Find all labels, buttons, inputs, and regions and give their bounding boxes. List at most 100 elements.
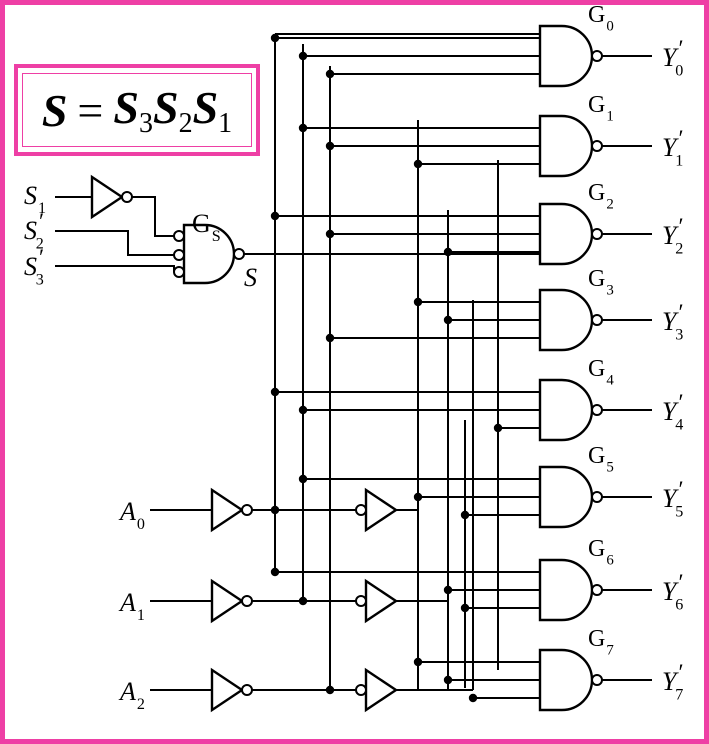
formula-equals: = [77, 84, 104, 136]
output-label-y3: Y′ 3 [662, 300, 684, 344]
gate-g6 [538, 558, 603, 622]
output-bubble [241, 684, 253, 696]
output-label-y0: Y′ 0 [662, 36, 684, 80]
gate-g7 [538, 648, 603, 712]
junction-dot [443, 585, 453, 595]
gate-name-g2: G2 [588, 180, 614, 212]
formula-box: S = S3 S2 S1 [14, 64, 260, 156]
address-label-2: A2 [118, 677, 145, 713]
address-label-0: A0 [118, 497, 145, 533]
formula-lhs: S [41, 84, 68, 136]
junction-dot [270, 33, 280, 43]
junction-dot [325, 229, 335, 239]
junction-dot [298, 123, 308, 133]
output-bubble [591, 140, 603, 152]
junction-dot [270, 387, 280, 397]
junction-dot [413, 159, 423, 169]
junction-dot [298, 596, 308, 606]
output-bubble [591, 491, 603, 503]
formula-term-s3: S3 [113, 81, 153, 139]
output-bubble [591, 228, 603, 240]
wire-layer [55, 33, 652, 699]
junction-dot [443, 315, 453, 325]
buffer-body [210, 667, 245, 713]
nand-body [538, 558, 594, 622]
gate-name-g7: G7 [588, 626, 614, 658]
junction-dot [413, 297, 423, 307]
gs-label: GS [192, 209, 221, 245]
address-buffer-0 [355, 487, 399, 533]
gate-g5 [538, 465, 603, 529]
input-bubble [355, 595, 367, 607]
gate-name-g6: G6 [588, 536, 614, 568]
gate-layer [90, 24, 603, 713]
output-bubble [121, 191, 133, 203]
output-bubble [591, 674, 603, 686]
gs-input-bubble-2 [173, 249, 185, 261]
gate-g1 [538, 114, 603, 178]
gs-input-bubble-3 [173, 266, 185, 278]
buffer-body [210, 578, 245, 624]
junction-dot [325, 333, 335, 343]
junction-dot [443, 247, 453, 257]
junction-dot [460, 603, 470, 613]
output-bubble [591, 50, 603, 62]
junction-dot [270, 505, 280, 515]
enable-formula: S = S3 S2 S1 [22, 73, 252, 147]
output-bubble [241, 595, 253, 607]
buffer-body [210, 487, 245, 533]
address-inverter-1 [210, 578, 253, 624]
nand-body [538, 202, 594, 266]
enable-input-label-0: S1 [24, 181, 46, 217]
output-bubble [233, 248, 245, 260]
output-label-y1: Y′ 1 [662, 126, 684, 170]
junction-dot [325, 685, 335, 695]
enable-inverter [90, 174, 133, 220]
junction-dot [493, 423, 503, 433]
junction-dot [298, 51, 308, 61]
output-bubble [591, 314, 603, 326]
junction-dot [468, 693, 478, 703]
address-buffer-1 [355, 578, 399, 624]
buffer-body [90, 174, 125, 220]
junction-layer [270, 33, 503, 703]
nand-body [538, 288, 594, 352]
gate-name-g0: G0 [588, 2, 614, 34]
output-bubble [591, 404, 603, 416]
output-label-y5: Y′ 5 [662, 477, 684, 521]
input-bubble [355, 504, 367, 516]
enable-input-label-1: S′ 2 [24, 209, 44, 253]
nand-body [538, 648, 594, 712]
address-buffer-2 [355, 667, 399, 713]
buffer-body [364, 578, 399, 624]
junction-dot [298, 405, 308, 415]
junction-dot [325, 69, 335, 79]
gate-name-g5: G5 [588, 443, 614, 475]
gate-g2 [538, 202, 603, 266]
junction-dot [413, 657, 423, 667]
output-label-y6: Y′ 6 [662, 570, 684, 614]
junction-dot [270, 567, 280, 577]
nand-body [538, 114, 594, 178]
junction-dot [325, 141, 335, 151]
wire-s3 [55, 265, 175, 272]
enable-input-label-2: S′ 3 [24, 245, 44, 289]
gate-g3 [538, 288, 603, 352]
output-bubble [241, 504, 253, 516]
address-inverter-2 [210, 667, 253, 713]
nand-body [538, 465, 594, 529]
enable-nand-gs [182, 223, 245, 285]
nand-body [538, 378, 594, 442]
junction-dot [460, 510, 470, 520]
address-label-1: A1 [118, 588, 145, 624]
formula-term-s1: S1 [192, 81, 233, 139]
gate-name-g3: G3 [588, 266, 614, 298]
buffer-body [364, 487, 399, 533]
wire-s2 [55, 230, 174, 256]
junction-dot [443, 675, 453, 685]
gs-input-bubble-1 [173, 230, 185, 242]
wire-s1-bar [132, 196, 174, 237]
buffer-body [364, 667, 399, 713]
